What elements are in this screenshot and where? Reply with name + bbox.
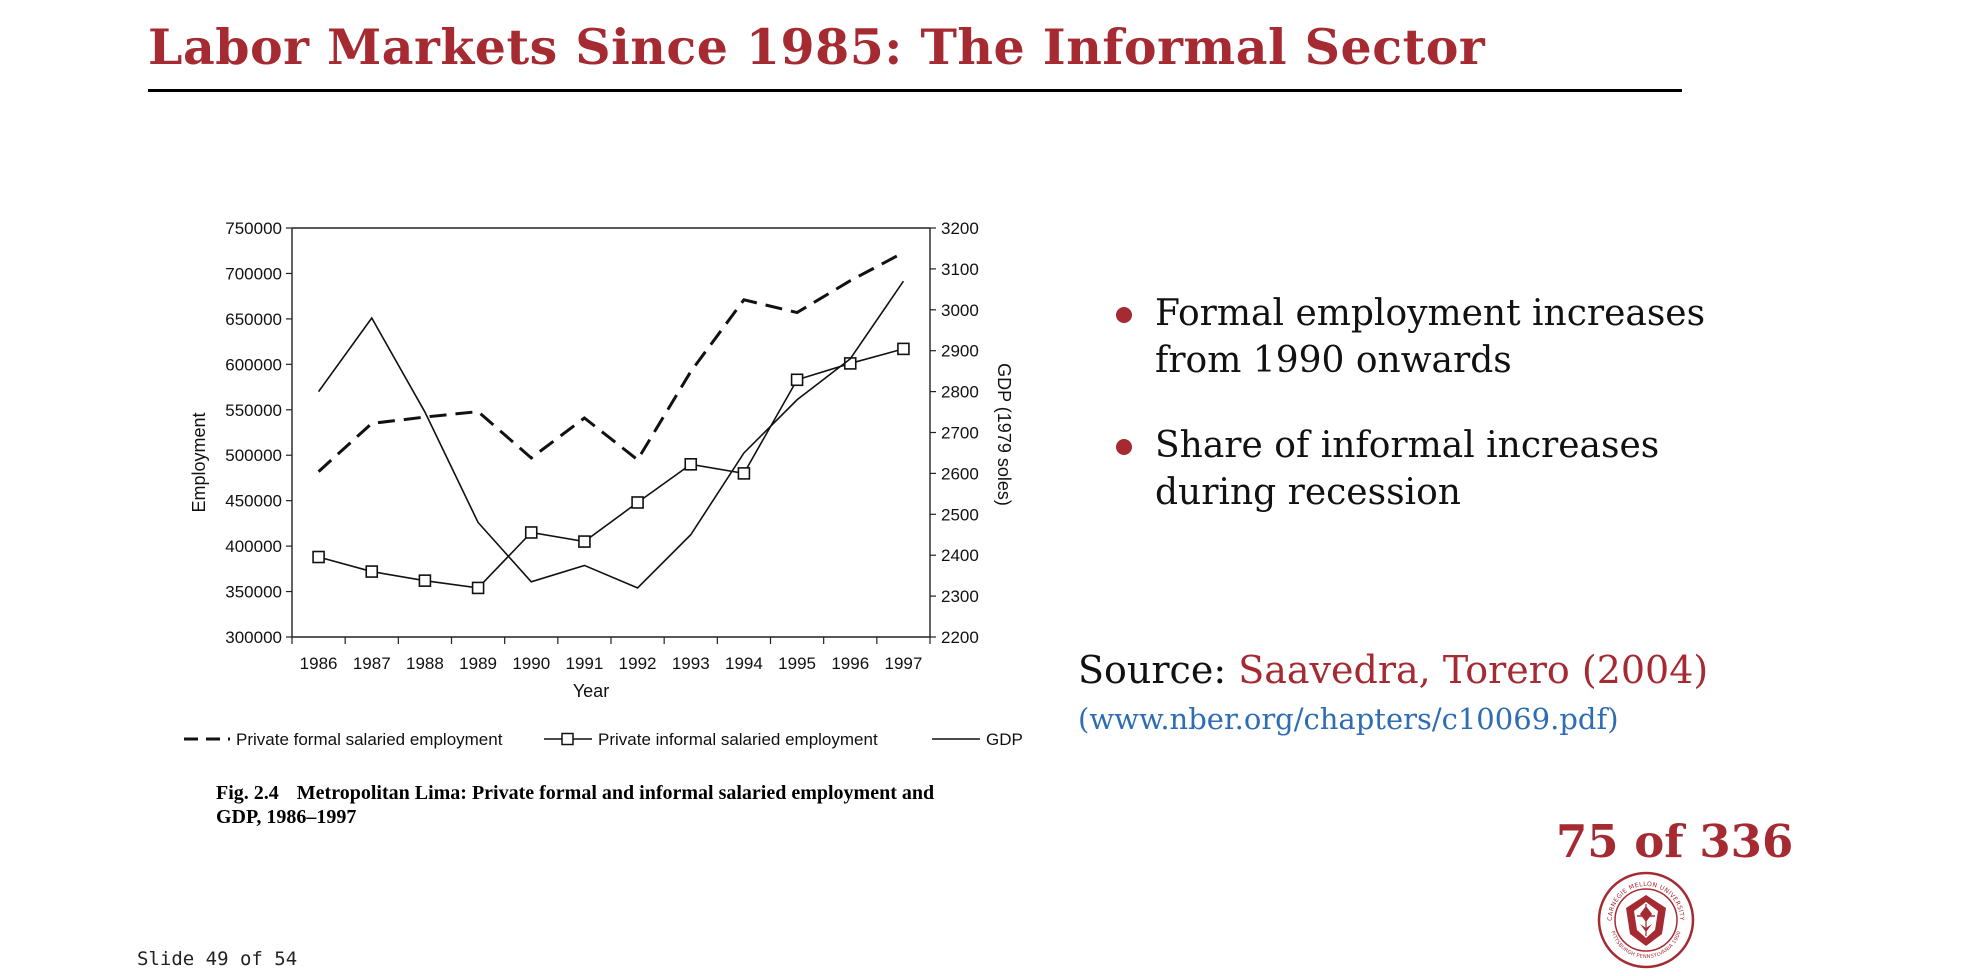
y-tick-label-right: 2400 bbox=[941, 546, 979, 565]
y-tick-label-right: 2200 bbox=[941, 628, 979, 647]
y-tick-label-right: 3200 bbox=[941, 219, 979, 238]
data-point-marker bbox=[365, 565, 379, 578]
y-tick-label-left: 450000 bbox=[225, 492, 282, 511]
y-tick-label-left: 700000 bbox=[225, 264, 282, 283]
bullet-dot-icon bbox=[1116, 439, 1132, 455]
bullet-list: Formal employment increases from 1990 on… bbox=[1110, 290, 1715, 554]
x-tick-label: 1990 bbox=[512, 654, 550, 673]
x-tick-label: 1996 bbox=[831, 654, 869, 673]
chart-axes: 300000 350000 400000 450000 500000 550000 6000… bbox=[189, 219, 1014, 701]
chart-series bbox=[312, 251, 910, 595]
data-point-marker bbox=[312, 550, 325, 564]
data-point-marker bbox=[897, 342, 910, 356]
y-tick-label-right: 2700 bbox=[941, 424, 979, 443]
series-line bbox=[318, 348, 904, 589]
x-tick-label: 1993 bbox=[672, 654, 710, 673]
bullet-item: Formal employment increases from 1990 on… bbox=[1110, 290, 1715, 384]
y-tick-label-left: 400000 bbox=[225, 537, 282, 556]
y-tick-label-right: 3100 bbox=[941, 260, 979, 279]
legend-label: Private formal salaried employment bbox=[236, 730, 503, 749]
x-tick-label: 1991 bbox=[566, 654, 604, 673]
series-line bbox=[317, 280, 905, 589]
y-tick-label-right: 2800 bbox=[941, 383, 979, 402]
figure-caption-text: Metropolitan Lima: Private formal and in… bbox=[216, 782, 935, 828]
y-tick-label-left: 300000 bbox=[225, 628, 282, 647]
y-tick-label-right: 2300 bbox=[941, 587, 979, 606]
y-tick-label-left: 350000 bbox=[225, 583, 282, 602]
x-tick-label: 1988 bbox=[406, 654, 444, 673]
y-tick-label-left: 600000 bbox=[225, 355, 282, 374]
data-point-marker bbox=[524, 526, 538, 539]
source-citation-link[interactable]: Saavedra, Torero (2004) bbox=[1238, 648, 1709, 692]
x-tick-label: 1994 bbox=[725, 654, 763, 673]
y-tick-label-right: 3000 bbox=[941, 301, 979, 320]
x-tick-label: 1992 bbox=[619, 654, 657, 673]
series-line bbox=[317, 251, 905, 473]
figure-number: Fig. 2.4 bbox=[216, 782, 279, 804]
source-label: Source: bbox=[1078, 648, 1227, 692]
source-url-link[interactable]: (www.nber.org/chapters/c10069.pdf) bbox=[1078, 702, 1619, 736]
data-point-marker bbox=[684, 458, 698, 471]
y-tick-label-right: 2500 bbox=[941, 505, 979, 524]
legend-marker bbox=[561, 732, 574, 746]
page-counter: 75 of 336 bbox=[1556, 815, 1794, 868]
y-axis-title-left: Employment bbox=[189, 412, 209, 512]
y-tick-label-left: 550000 bbox=[225, 401, 282, 420]
y-tick-label-left: 500000 bbox=[225, 446, 282, 465]
y-tick-label-right: 2900 bbox=[941, 342, 979, 361]
legend-label: Private informal salaried employment bbox=[598, 730, 878, 749]
university-seal-icon: CARNEGIE MELLON UNIVERSITY PITTSBURGH PE… bbox=[1597, 871, 1695, 969]
bullet-dot-icon bbox=[1116, 307, 1132, 323]
chart-legend: Private formal salaried employment Privat… bbox=[184, 730, 1023, 749]
data-point-marker bbox=[471, 581, 485, 595]
data-point-marker bbox=[578, 535, 591, 548]
x-tick-label: 1987 bbox=[353, 654, 391, 673]
x-tick-label: 1995 bbox=[778, 654, 816, 673]
y-tick-label-left: 750000 bbox=[225, 219, 282, 238]
bullet-text: Formal employment increases from 1990 on… bbox=[1155, 293, 1706, 381]
data-point-marker bbox=[790, 373, 804, 387]
bullet-text: Share of informal increases during reces… bbox=[1155, 425, 1660, 513]
x-tick-label: 1997 bbox=[885, 654, 923, 673]
slide-title: Labor Markets Since 1985: The Informal S… bbox=[148, 18, 1486, 76]
bullet-item: Share of informal increases during reces… bbox=[1110, 422, 1715, 516]
x-tick-label: 1986 bbox=[300, 654, 338, 673]
source-line: Source: Saavedra, Torero (2004) bbox=[1078, 648, 1708, 692]
data-point-marker bbox=[737, 467, 751, 480]
y-axis-title-right: GDP (1979 soles) bbox=[994, 363, 1014, 506]
y-tick-label-right: 2600 bbox=[941, 464, 979, 483]
legend-label: GDP bbox=[986, 730, 1023, 749]
x-tick-label: 1989 bbox=[459, 654, 497, 673]
x-axis-title: Year bbox=[573, 681, 609, 701]
data-point-marker bbox=[418, 574, 432, 587]
y-tick-label-left: 650000 bbox=[225, 310, 282, 329]
employment-gdp-chart: 300000 350000 400000 450000 500000 550000 6000… bbox=[184, 219, 1023, 749]
figure-caption: Fig. 2.4 Metropolitan Lima: Private forma… bbox=[216, 781, 976, 829]
slide-number: Slide 49 of 54 bbox=[137, 948, 298, 970]
data-point-marker bbox=[631, 496, 644, 509]
title-divider bbox=[148, 89, 1682, 92]
